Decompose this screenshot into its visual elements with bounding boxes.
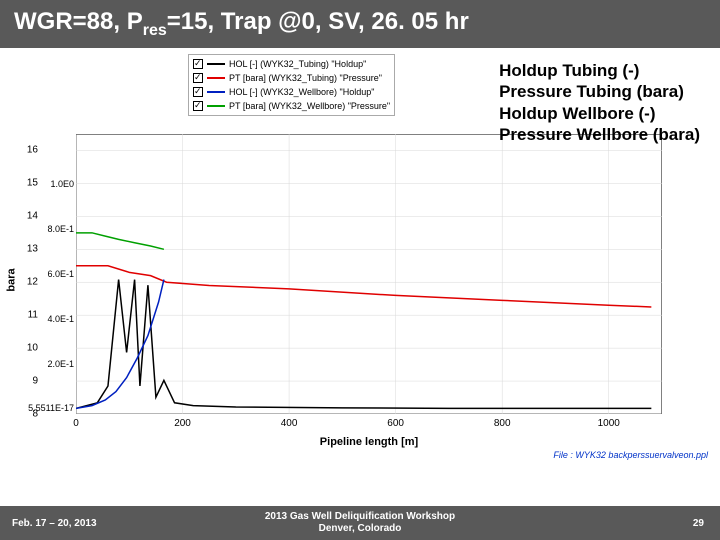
legend-swatch bbox=[207, 77, 225, 79]
title-bar: WGR=88, Pres=15, Trap @0, SV, 26. 05 hr bbox=[0, 0, 720, 48]
x-tick: 600 bbox=[387, 418, 404, 429]
legend-label: PT [bara] (WYK32_Tubing) "Pressure" bbox=[229, 73, 382, 83]
legend-swatch bbox=[207, 105, 225, 107]
footer-center: 2013 Gas Well Deliquification Workshop D… bbox=[0, 511, 720, 535]
legend-label: PT [bara] (WYK32_Wellbore) "Pressure" bbox=[229, 101, 390, 111]
x-tick: 1000 bbox=[598, 418, 620, 429]
legend-checkbox[interactable] bbox=[193, 59, 203, 69]
series-pressure-wellbore bbox=[76, 233, 164, 249]
title-sub: res bbox=[143, 22, 167, 39]
y-left-tick: 12 bbox=[27, 277, 38, 288]
x-tick: 200 bbox=[174, 418, 191, 429]
y-inner-tick: 5.5511E-17 bbox=[28, 403, 74, 413]
footer: Feb. 17 – 20, 2013 2013 Gas Well Deliqui… bbox=[0, 506, 720, 540]
y-left-tick: 16 bbox=[27, 145, 38, 156]
y-axis-left-label: bara bbox=[6, 268, 18, 291]
x-tick: 0 bbox=[73, 418, 79, 429]
legend-checkbox[interactable] bbox=[193, 101, 203, 111]
y-axis-left: bara 8910111213141516 bbox=[8, 134, 40, 414]
title-post: =15, Trap @0, SV, 26. 05 hr bbox=[167, 8, 469, 35]
overlay-label-line: Pressure Wellbore (bara) bbox=[499, 124, 700, 145]
plot-svg bbox=[76, 134, 662, 414]
y-inner-tick: 4.0E-1 bbox=[47, 314, 74, 324]
y-left-tick: 11 bbox=[28, 310, 38, 321]
y-left-tick: 14 bbox=[27, 211, 38, 222]
legend-label: HOL [-] (WYK32_Tubing) "Holdup" bbox=[229, 59, 366, 69]
legend-label: HOL [-] (WYK32_Wellbore) "Holdup" bbox=[229, 87, 374, 97]
legend-checkbox[interactable] bbox=[193, 87, 203, 97]
overlay-labels: Holdup Tubing (-)Pressure Tubing (bara)H… bbox=[499, 60, 700, 145]
legend-checkbox[interactable] bbox=[193, 73, 203, 83]
plot-region bbox=[76, 134, 662, 414]
x-axis: 0 200 400 600 800 1000 bbox=[76, 416, 662, 432]
overlay-label-line: Pressure Tubing (bara) bbox=[499, 81, 700, 102]
y-inner-tick: 6.0E-1 bbox=[47, 269, 74, 279]
x-tick: 400 bbox=[281, 418, 298, 429]
legend-row: PT [bara] (WYK32_Tubing) "Pressure" bbox=[193, 71, 390, 85]
y-inner-tick: 2.0E-1 bbox=[47, 359, 74, 369]
footer-left: Feb. 17 – 20, 2013 bbox=[12, 518, 97, 529]
chart-area: HOL [-] (WYK32_Tubing) "Holdup" PT [bara]… bbox=[8, 54, 712, 502]
y-left-tick: 10 bbox=[27, 343, 38, 354]
file-label: File : WYK32 backperssuervalveon.ppl bbox=[553, 450, 708, 460]
legend-swatch bbox=[207, 91, 225, 93]
title-pre: WGR=88, P bbox=[14, 8, 143, 35]
footer-right: 29 bbox=[693, 518, 704, 529]
legend-row: PT [bara] (WYK32_Wellbore) "Pressure" bbox=[193, 99, 390, 113]
slide-title: WGR=88, Pres=15, Trap @0, SV, 26. 05 hr bbox=[14, 8, 469, 40]
legend-row: HOL [-] (WYK32_Tubing) "Holdup" bbox=[193, 57, 390, 71]
legend-box: HOL [-] (WYK32_Tubing) "Holdup" PT [bara]… bbox=[188, 54, 395, 116]
y-inner-tick: 1.0E0 bbox=[50, 179, 74, 189]
y-axis-inner: 5.5511E-172.0E-14.0E-16.0E-18.0E-11.0E0 bbox=[40, 134, 76, 414]
y-inner-tick: 8.0E-1 bbox=[47, 224, 74, 234]
overlay-label-line: Holdup Wellbore (-) bbox=[499, 103, 700, 124]
legend-row: HOL [-] (WYK32_Wellbore) "Holdup" bbox=[193, 85, 390, 99]
y-left-tick: 13 bbox=[27, 244, 38, 255]
y-left-tick: 15 bbox=[27, 178, 38, 189]
overlay-label-line: Holdup Tubing (-) bbox=[499, 60, 700, 81]
footer-center-2: Denver, Colorado bbox=[0, 523, 720, 535]
y-left-tick: 9 bbox=[32, 376, 38, 387]
footer-center-1: 2013 Gas Well Deliquification Workshop bbox=[0, 511, 720, 523]
legend-swatch bbox=[207, 63, 225, 65]
x-axis-label: Pipeline length [m] bbox=[76, 436, 662, 448]
series-holdup-tubing bbox=[76, 280, 651, 409]
x-tick: 800 bbox=[494, 418, 511, 429]
series-holdup-wellbore bbox=[76, 280, 164, 409]
